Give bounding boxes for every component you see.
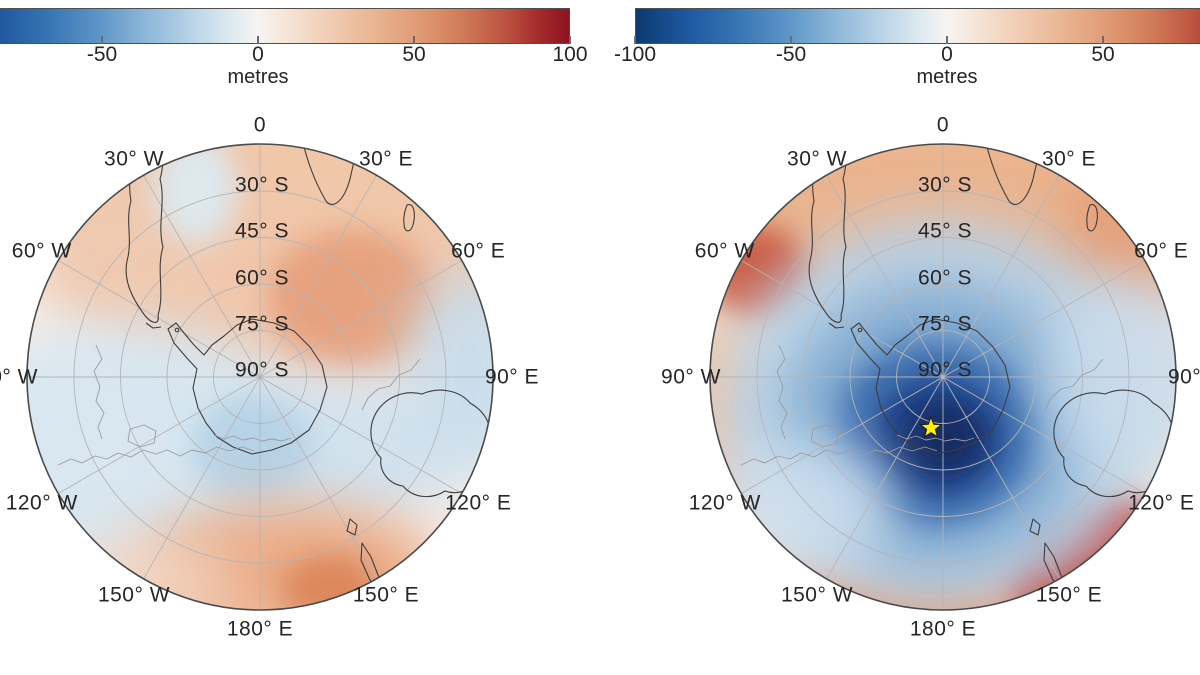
longitude-label: 90° E	[484, 365, 540, 389]
longitude-label: 60° W	[694, 239, 755, 263]
colorbar-right-unit-label: metres	[916, 66, 978, 88]
map-panel-left: 0 30° E 60° E 90° E 120° E 150° E 180° E 150° W…	[0, 113, 539, 641]
colorbar-tick	[257, 36, 259, 44]
event-marker-star	[919, 415, 943, 439]
colorbar-tick-label: 0	[252, 43, 264, 66]
latitude-label: 45° S	[234, 219, 290, 243]
longitude-label: 150° W	[780, 583, 854, 607]
colorbar-tick-label: 100	[552, 43, 588, 66]
latitude-label: 75° S	[917, 312, 973, 336]
colorbar-tick	[569, 36, 571, 44]
colorbar-left-unit-label: metres	[227, 66, 289, 88]
longitude-label: 120° W	[688, 491, 761, 515]
colorbar-tick	[634, 36, 636, 44]
colorbar-tick-label: 0	[941, 43, 953, 66]
colorbar-tick-label: 50	[1091, 43, 1115, 66]
latitude-label: 30° S	[917, 173, 973, 197]
longitude-label: 0	[936, 113, 950, 137]
colorbar-tick-label: -100	[613, 43, 657, 66]
longitude-label: 120° E	[445, 491, 512, 515]
longitude-label: 150° W	[97, 583, 171, 607]
south-polar-map-right	[709, 143, 1177, 611]
latitude-label: 45° S	[917, 219, 973, 243]
longitude-label: 90° W	[0, 365, 38, 389]
colorbar-tick	[946, 36, 948, 44]
map-boundary-circle	[709, 143, 1177, 611]
colorbar-tick-label: -50	[775, 43, 807, 66]
longitude-label: 30° W	[787, 147, 847, 171]
colorbar-tick-label: 50	[402, 43, 426, 66]
longitude-label: 180° E	[226, 617, 294, 641]
longitude-label: 90° E	[1167, 365, 1200, 389]
latitude-label: 30° S	[234, 173, 290, 197]
longitude-label: 60° E	[451, 239, 506, 263]
colorbar-right	[635, 8, 1200, 44]
longitude-label: 30° E	[1041, 147, 1097, 171]
longitude-label: 30° W	[104, 147, 164, 171]
latitude-label: 90° S	[234, 358, 290, 382]
latitude-label: 60° S	[917, 266, 973, 290]
map-panel-right: 0 30° E 60° E 90° E 120° E 150° E 180° E 150° W…	[661, 113, 1200, 641]
longitude-label: 0	[253, 113, 267, 137]
map-boundary-circle	[26, 143, 494, 611]
latitude-label: 75° S	[234, 312, 290, 336]
colorbar-tick	[790, 36, 792, 44]
colorbar-tick-label: -50	[86, 43, 118, 66]
longitude-label: 120° W	[5, 491, 78, 515]
colorbar-tick	[1102, 36, 1104, 44]
longitude-label: 150° E	[1035, 583, 1103, 607]
colorbar-tick	[101, 36, 103, 44]
latitude-label: 90° S	[917, 358, 973, 382]
longitude-label: 150° E	[352, 583, 420, 607]
longitude-label: 180° E	[909, 617, 977, 641]
colorbar-left	[0, 8, 570, 44]
longitude-label: 60° W	[11, 239, 72, 263]
colorbar-tick	[413, 36, 415, 44]
latitude-label: 60° S	[234, 266, 290, 290]
longitude-label: 90° W	[661, 365, 721, 389]
longitude-label: 30° E	[358, 147, 414, 171]
south-polar-map-left	[26, 143, 494, 611]
longitude-label: 60° E	[1134, 239, 1189, 263]
longitude-label: 120° E	[1128, 491, 1195, 515]
